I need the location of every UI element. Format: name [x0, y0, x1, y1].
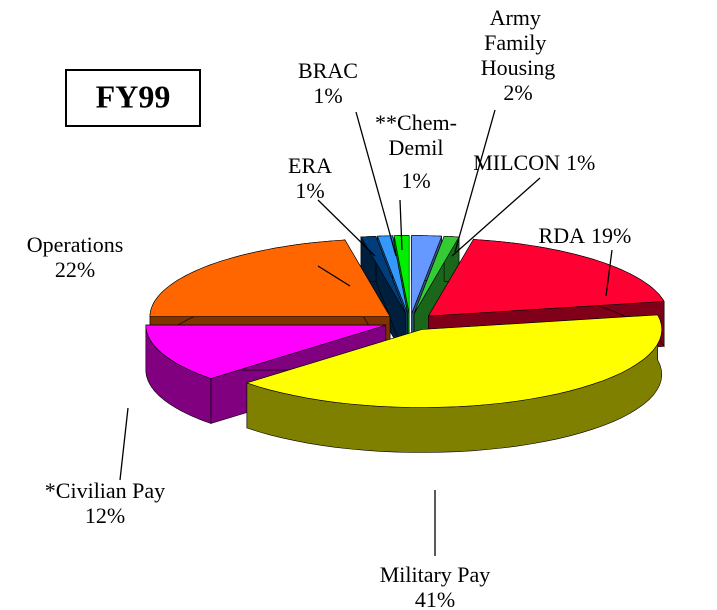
leader-line — [451, 177, 541, 257]
category-label: **Chem-Demil — [375, 110, 457, 160]
category-label: MILCON — [473, 150, 560, 175]
category-label: Army Family Housing — [481, 5, 556, 80]
category-label: Military Pay — [380, 562, 491, 587]
slice — [413, 236, 460, 314]
title-box — [65, 69, 201, 127]
chart-title: FY99 — [96, 78, 171, 114]
value-label: 1% — [295, 178, 324, 203]
value-label: 1% — [313, 83, 342, 108]
leader-line — [119, 407, 129, 481]
category-label: Operations — [27, 232, 124, 257]
value-label: 1% — [401, 168, 430, 193]
slice — [245, 314, 663, 408]
category-label: *Civilian Pay — [45, 478, 165, 503]
value-label: 19% — [591, 223, 631, 248]
leader-line — [399, 199, 403, 251]
slice — [149, 239, 391, 317]
leader-line — [605, 249, 613, 297]
slice — [411, 235, 443, 314]
value-label: 1% — [566, 150, 595, 175]
slice — [360, 236, 407, 314]
leader-line — [317, 199, 376, 257]
leader-line — [454, 109, 496, 253]
value-label: 12% — [85, 503, 125, 528]
value-label: 41% — [415, 587, 455, 610]
value-label: 22% — [55, 257, 95, 282]
slice — [145, 324, 386, 379]
leader-line — [317, 265, 351, 287]
value-label: 2% — [503, 80, 532, 105]
leader-line — [355, 111, 397, 257]
slice — [427, 239, 665, 317]
category-label: BRAC — [298, 58, 358, 83]
category-label: RDA — [539, 223, 586, 248]
category-label: ERA — [288, 153, 332, 178]
